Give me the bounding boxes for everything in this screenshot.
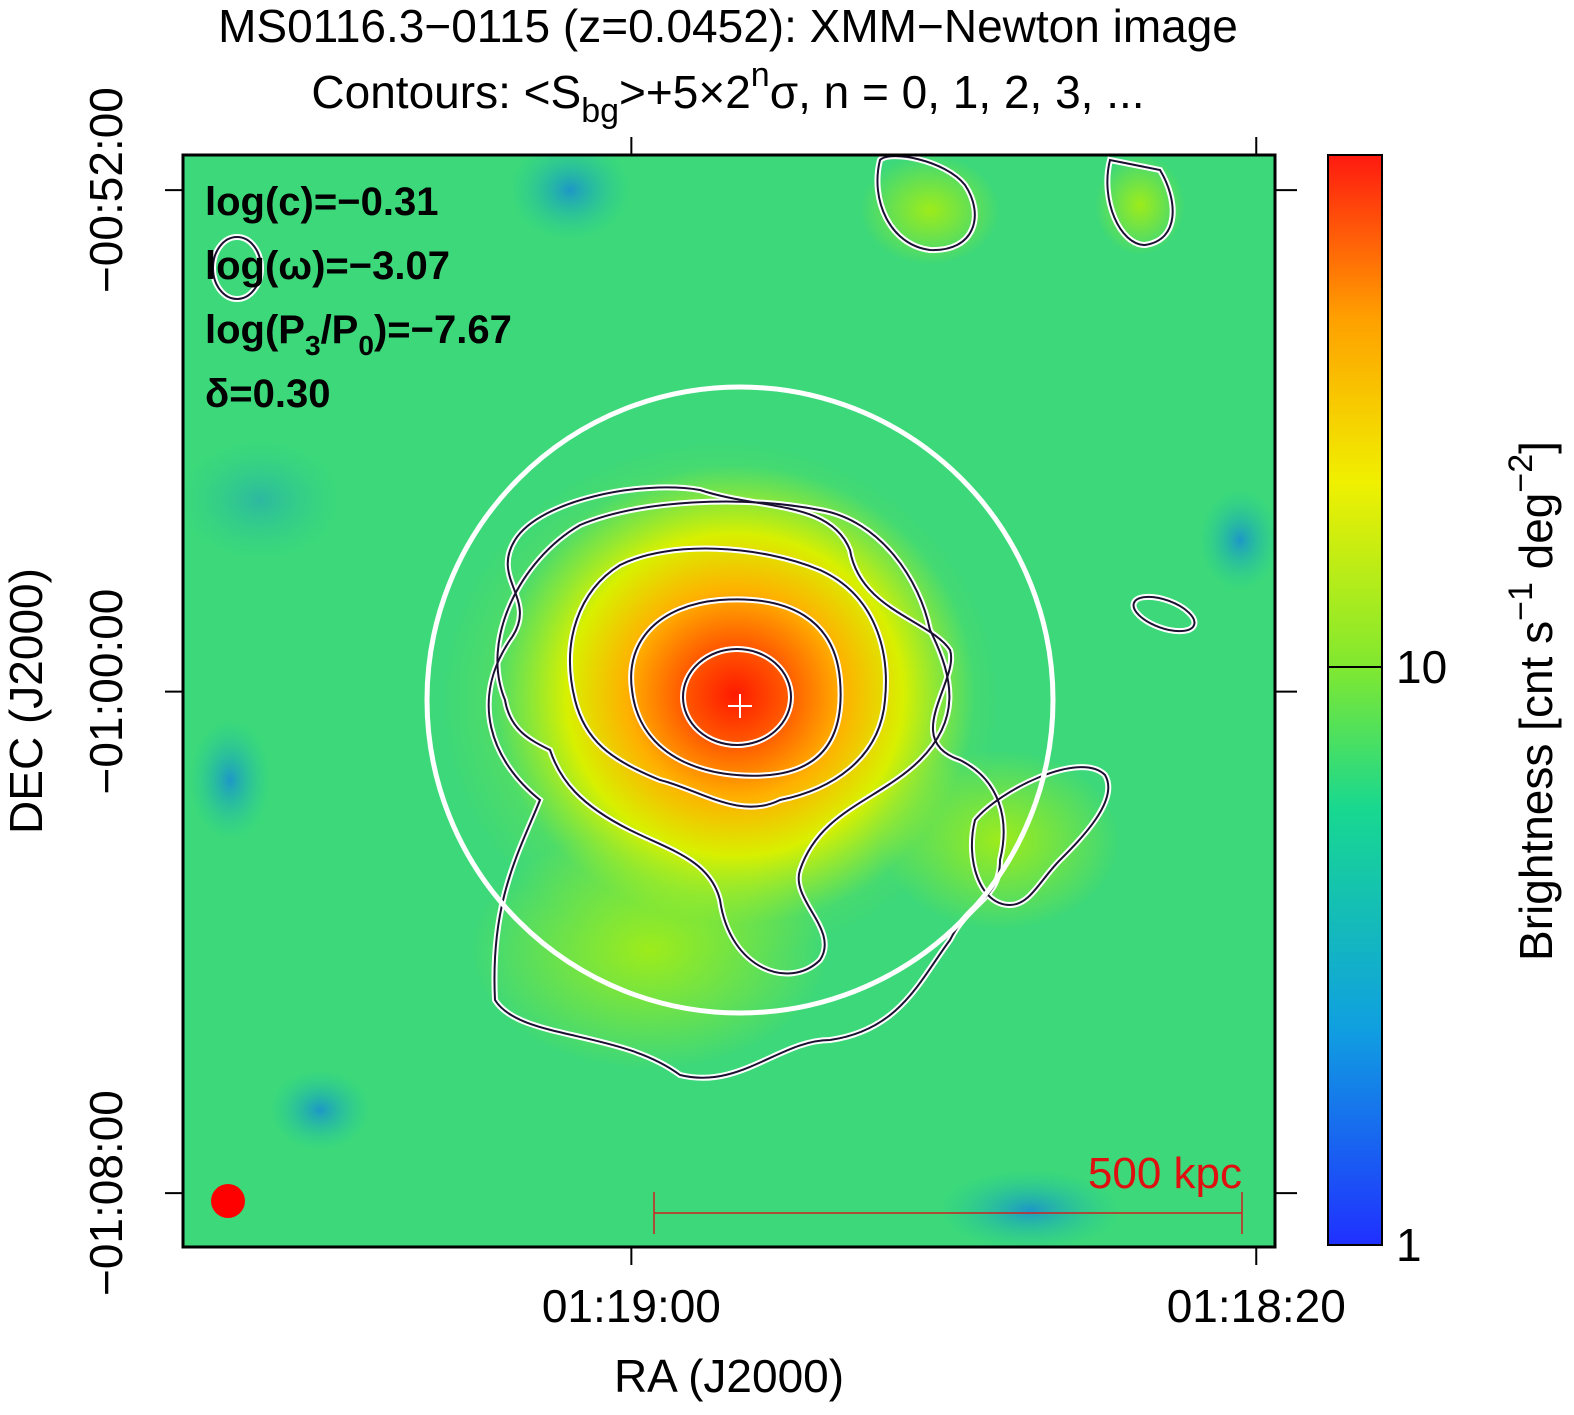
- colorbar: [1327, 154, 1383, 1246]
- subtitle-sub: bg: [581, 92, 619, 130]
- annotation: δ=0.30: [205, 372, 330, 416]
- annotation-part: )=−7.67: [374, 308, 512, 352]
- subtitle-part: σ, n = 0, 1, 2, 3, ...: [770, 66, 1145, 118]
- x-tick-label: 01:19:00: [542, 1280, 721, 1332]
- colorbar-label-sup: −2: [1502, 454, 1540, 493]
- plot-frame: [181, 153, 1277, 1249]
- subtitle-part: Contours: <S: [311, 66, 581, 118]
- beam: [211, 1184, 245, 1218]
- center-marker: [728, 694, 752, 718]
- colorbar-tick-label: 1: [1396, 1219, 1422, 1271]
- annotation: log(ω)=−3.07: [205, 244, 450, 288]
- x-label: RA (J2000): [614, 1350, 844, 1402]
- colorbar-tick-label: 10: [1396, 641, 1447, 693]
- annotation-part: log(P: [205, 308, 305, 352]
- subtitle: Contours: <Sbg>+5×2nσ, n = 0, 1, 2, 3, .…: [311, 56, 1144, 130]
- scale-bar: [653, 1192, 1243, 1234]
- annotation: log(P3/P0)=−7.67: [205, 308, 512, 361]
- scale-bar-label: 500 kpc: [1088, 1149, 1242, 1198]
- colorbar-label-part: deg: [1510, 493, 1562, 583]
- annotation: log(c)=−0.31: [205, 180, 438, 224]
- subtitle-sup: n: [751, 56, 770, 94]
- colorbar-label-part: ]: [1510, 441, 1562, 454]
- colorbar-label-part: Brightness [cnt s: [1510, 621, 1562, 961]
- subtitle-part: >+5×2: [619, 66, 751, 118]
- annotations: log(c)=−0.31 log(ω)=−3.07 log(P3/P0)=−7.67…: [205, 180, 512, 416]
- image: [183, 155, 1275, 1247]
- y-tick-label: −01:00:00: [80, 589, 132, 795]
- colorbar-label: Brightness [cnt s−1 deg−2]: [1502, 441, 1562, 961]
- annotation-sub: 0: [358, 330, 374, 361]
- r500-circle: [424, 384, 1056, 1016]
- annotation-part: log(c)=−0.31: [205, 180, 438, 224]
- y-tick-label: −01:08:00: [80, 1090, 132, 1296]
- x-tick-label: 01:18:20: [1167, 1280, 1346, 1332]
- colorbar-label-sup: −1: [1502, 582, 1540, 621]
- y-label: DEC (J2000): [0, 568, 52, 834]
- annotation-sub: 3: [305, 330, 321, 361]
- title: MS0116.3−0115 (z=0.0452): XMM−Newton ima…: [218, 0, 1238, 52]
- y-tick-label: −00:52:00: [80, 87, 132, 293]
- annotation-part: log(ω)=−3.07: [205, 244, 450, 288]
- annotation-part: /P: [321, 308, 359, 352]
- annotation-part: δ=0.30: [205, 372, 330, 416]
